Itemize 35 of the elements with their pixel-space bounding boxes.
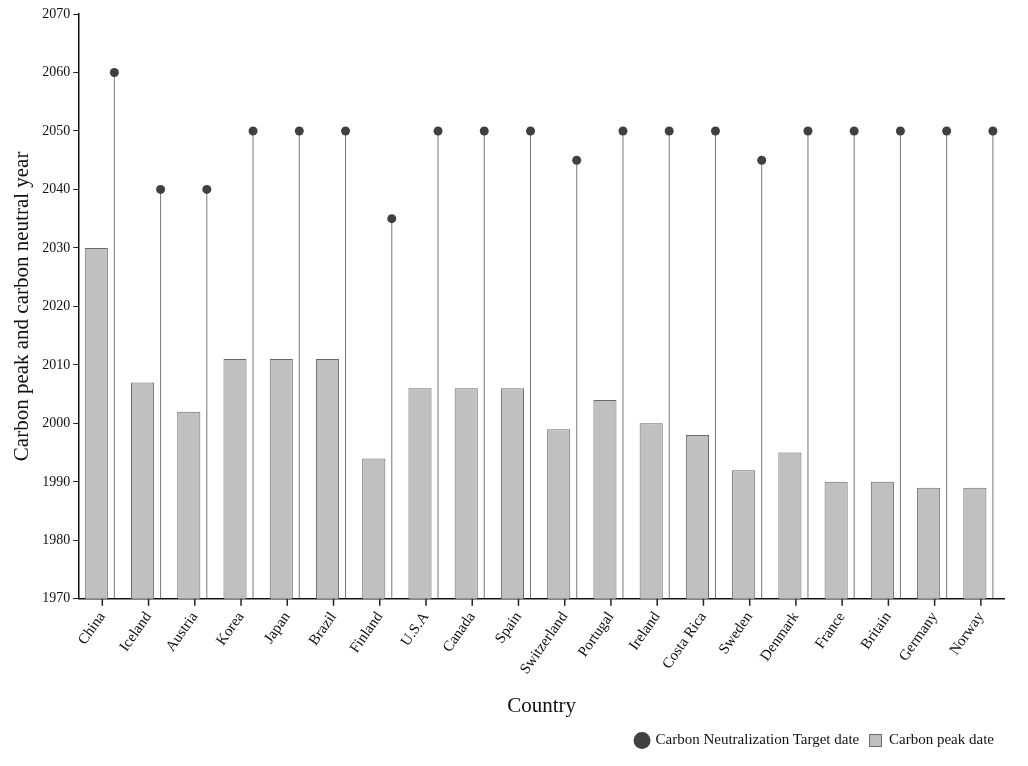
y-tick-label: 2000 [42, 415, 71, 431]
point [433, 126, 443, 136]
point [988, 126, 998, 136]
y-axis-title: Carbon peak and carbon neutral year [9, 151, 34, 462]
point [942, 126, 952, 136]
y-tick-label: 1970 [42, 590, 71, 606]
point [341, 126, 351, 136]
y-tick-label: 2060 [42, 64, 71, 80]
point [202, 184, 212, 194]
point [248, 126, 258, 136]
point [387, 214, 397, 224]
point [572, 155, 582, 165]
legend-label: Carbon Neutralization Target date [655, 731, 860, 748]
point [895, 126, 905, 136]
point [526, 126, 535, 136]
x-axis-title: Country [507, 692, 577, 717]
point [109, 67, 119, 77]
y-tick-label: 2010 [42, 356, 71, 372]
legend-label: Carbon peak date [889, 731, 995, 748]
point [294, 126, 304, 136]
y-tick-label: 2070 [42, 5, 71, 21]
point [479, 126, 489, 136]
y-tick-label: 2020 [42, 298, 71, 314]
y-tick-label: 2030 [42, 239, 71, 255]
point [618, 126, 628, 136]
point [849, 126, 859, 136]
y-tick-label: 1980 [42, 531, 71, 547]
y-tick-label: 1990 [42, 473, 71, 489]
point [710, 126, 720, 136]
point [156, 184, 166, 194]
point [803, 126, 813, 136]
y-tick-label: 2050 [42, 122, 71, 138]
point [757, 155, 767, 165]
point [664, 126, 674, 136]
y-tick-label: 2040 [42, 181, 71, 197]
